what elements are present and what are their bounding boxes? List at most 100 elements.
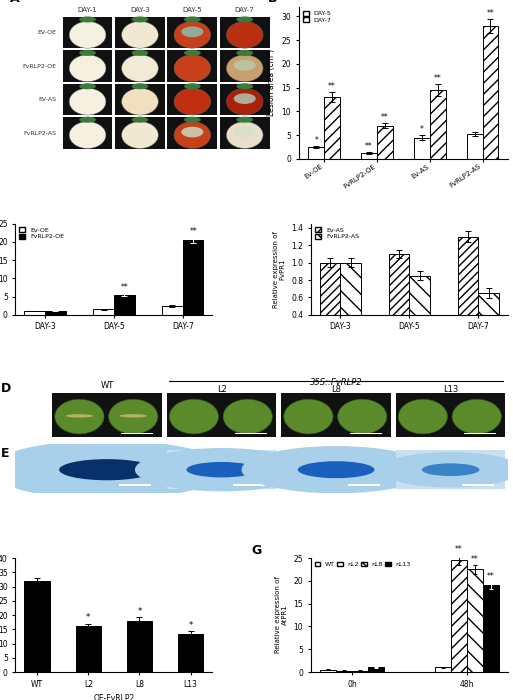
Ellipse shape [79,16,96,22]
Bar [435,667,451,672]
Ellipse shape [452,399,501,434]
FancyBboxPatch shape [167,17,218,48]
Ellipse shape [174,88,211,115]
FancyBboxPatch shape [52,393,162,437]
FancyBboxPatch shape [115,17,165,48]
FancyBboxPatch shape [167,117,218,148]
Text: **: ** [487,572,495,581]
Text: FvRLP2-AS: FvRLP2-AS [23,131,56,136]
FancyBboxPatch shape [220,83,270,115]
FancyBboxPatch shape [281,450,391,489]
Bar [178,634,204,672]
Text: DAY-3: DAY-3 [130,7,150,13]
Text: **: ** [455,545,463,554]
Bar [389,254,409,349]
Text: L8: L8 [331,385,341,394]
FancyBboxPatch shape [63,50,112,82]
Ellipse shape [55,399,104,434]
Ellipse shape [69,122,106,148]
Text: DAY-5: DAY-5 [183,7,202,13]
Ellipse shape [236,50,253,56]
Y-axis label: Relative expression of
AtPR1: Relative expression of AtPR1 [275,577,288,654]
Ellipse shape [79,117,96,122]
FancyBboxPatch shape [115,50,165,82]
Text: B: B [267,0,277,6]
Text: EV-AS: EV-AS [38,97,56,102]
Legend: DAY-5, DAY-7: DAY-5, DAY-7 [302,10,332,23]
Ellipse shape [131,16,148,22]
Bar [341,262,361,349]
Ellipse shape [174,122,211,148]
FancyBboxPatch shape [281,393,391,437]
X-axis label: OE-FvRLP2: OE-FvRLP2 [93,694,134,700]
FancyBboxPatch shape [220,50,270,82]
Bar [451,561,467,672]
Bar [467,134,483,159]
Ellipse shape [69,88,106,115]
Text: **: ** [381,113,389,122]
Bar [368,667,384,672]
Ellipse shape [422,463,480,476]
Text: EV-OE: EV-OE [37,30,56,35]
Text: E: E [1,447,9,459]
Legend: Ev-OE, FvRLP2-OE: Ev-OE, FvRLP2-OE [18,227,65,240]
Ellipse shape [69,22,106,48]
Text: *: * [314,136,318,145]
Ellipse shape [79,50,96,56]
FancyBboxPatch shape [119,484,151,486]
Ellipse shape [234,60,256,71]
Bar [467,570,483,672]
FancyBboxPatch shape [462,484,494,486]
Text: **: ** [328,83,336,92]
Ellipse shape [236,16,253,22]
Text: *: * [86,613,90,622]
FancyBboxPatch shape [63,17,112,48]
FancyBboxPatch shape [115,117,165,148]
Ellipse shape [184,16,201,22]
Circle shape [66,414,93,418]
Legend: Ev-AS, FvRLP2-AS: Ev-AS, FvRLP2-AS [314,227,360,240]
Bar [127,621,152,672]
FancyBboxPatch shape [235,433,267,434]
Ellipse shape [174,55,211,82]
FancyBboxPatch shape [233,484,265,486]
Bar [114,295,134,315]
Bar [458,237,478,349]
FancyBboxPatch shape [348,484,380,486]
Text: **: ** [365,142,373,151]
FancyBboxPatch shape [63,117,112,148]
Bar [75,626,101,672]
Text: *: * [188,621,193,630]
Text: *: * [137,607,142,616]
Ellipse shape [109,399,158,434]
Text: **: ** [471,555,479,564]
Text: DAY-1: DAY-1 [77,7,97,13]
Bar [24,581,50,672]
Ellipse shape [226,55,263,82]
Ellipse shape [131,83,148,90]
Bar [478,293,499,349]
Bar [320,262,341,349]
Bar [483,585,499,672]
Ellipse shape [181,127,203,137]
FancyBboxPatch shape [220,117,270,148]
FancyBboxPatch shape [350,433,382,434]
FancyBboxPatch shape [52,450,162,489]
Ellipse shape [79,83,96,90]
FancyBboxPatch shape [167,83,218,115]
FancyBboxPatch shape [121,433,153,434]
Ellipse shape [284,399,333,434]
Ellipse shape [234,127,256,137]
Ellipse shape [122,122,159,148]
Ellipse shape [131,50,148,56]
Text: DAY-7: DAY-7 [235,7,254,13]
Ellipse shape [122,55,159,82]
Ellipse shape [135,448,308,491]
Ellipse shape [398,399,447,434]
FancyBboxPatch shape [115,83,165,115]
Ellipse shape [174,22,211,48]
Ellipse shape [226,22,263,48]
Bar [414,137,430,159]
Ellipse shape [0,440,225,499]
Ellipse shape [236,117,253,122]
